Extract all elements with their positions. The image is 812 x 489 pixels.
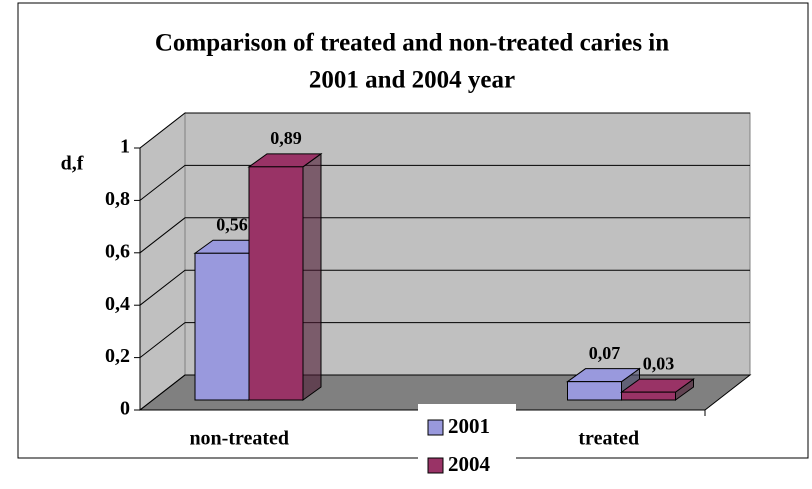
x-tick-label: treated: [578, 428, 639, 450]
y-tick-label: 0,8: [105, 188, 130, 210]
legend-label: 2004: [448, 452, 491, 476]
legend-swatch: [427, 419, 444, 436]
value-label: 0,03: [643, 353, 675, 373]
chart-subtitle: 2001 and 2004 year: [309, 67, 515, 94]
y-tick-label: 0,6: [105, 240, 130, 262]
bar-side: [302, 152, 322, 401]
grid-line: [139, 322, 750, 358]
grid-line: [139, 269, 750, 306]
legend-swatch: [427, 457, 444, 474]
bar: [621, 391, 676, 401]
grid-line: [139, 374, 750, 411]
chart-title: Comparison of treated and non-treated ca…: [155, 30, 669, 57]
value-label: 0,89: [270, 128, 302, 148]
x-tick-label: non-treated: [189, 428, 289, 450]
y-tick-label: 1: [120, 136, 130, 158]
bar: [567, 381, 622, 401]
value-label: 0,07: [589, 343, 621, 363]
y-tick-label: 0: [120, 398, 130, 420]
grid-line: [139, 112, 750, 149]
grid-line: [139, 164, 750, 201]
bar: [248, 166, 304, 401]
bar: [194, 252, 250, 401]
value-label: 0,56: [216, 214, 248, 234]
legend-label: 2001: [448, 414, 490, 438]
y-tick-label: 0,4: [105, 293, 130, 315]
grid-line: [139, 217, 750, 254]
y-tick-label: 0,2: [105, 345, 130, 367]
y-axis-label: d,f: [61, 153, 84, 175]
side-wall: [139, 111, 186, 412]
